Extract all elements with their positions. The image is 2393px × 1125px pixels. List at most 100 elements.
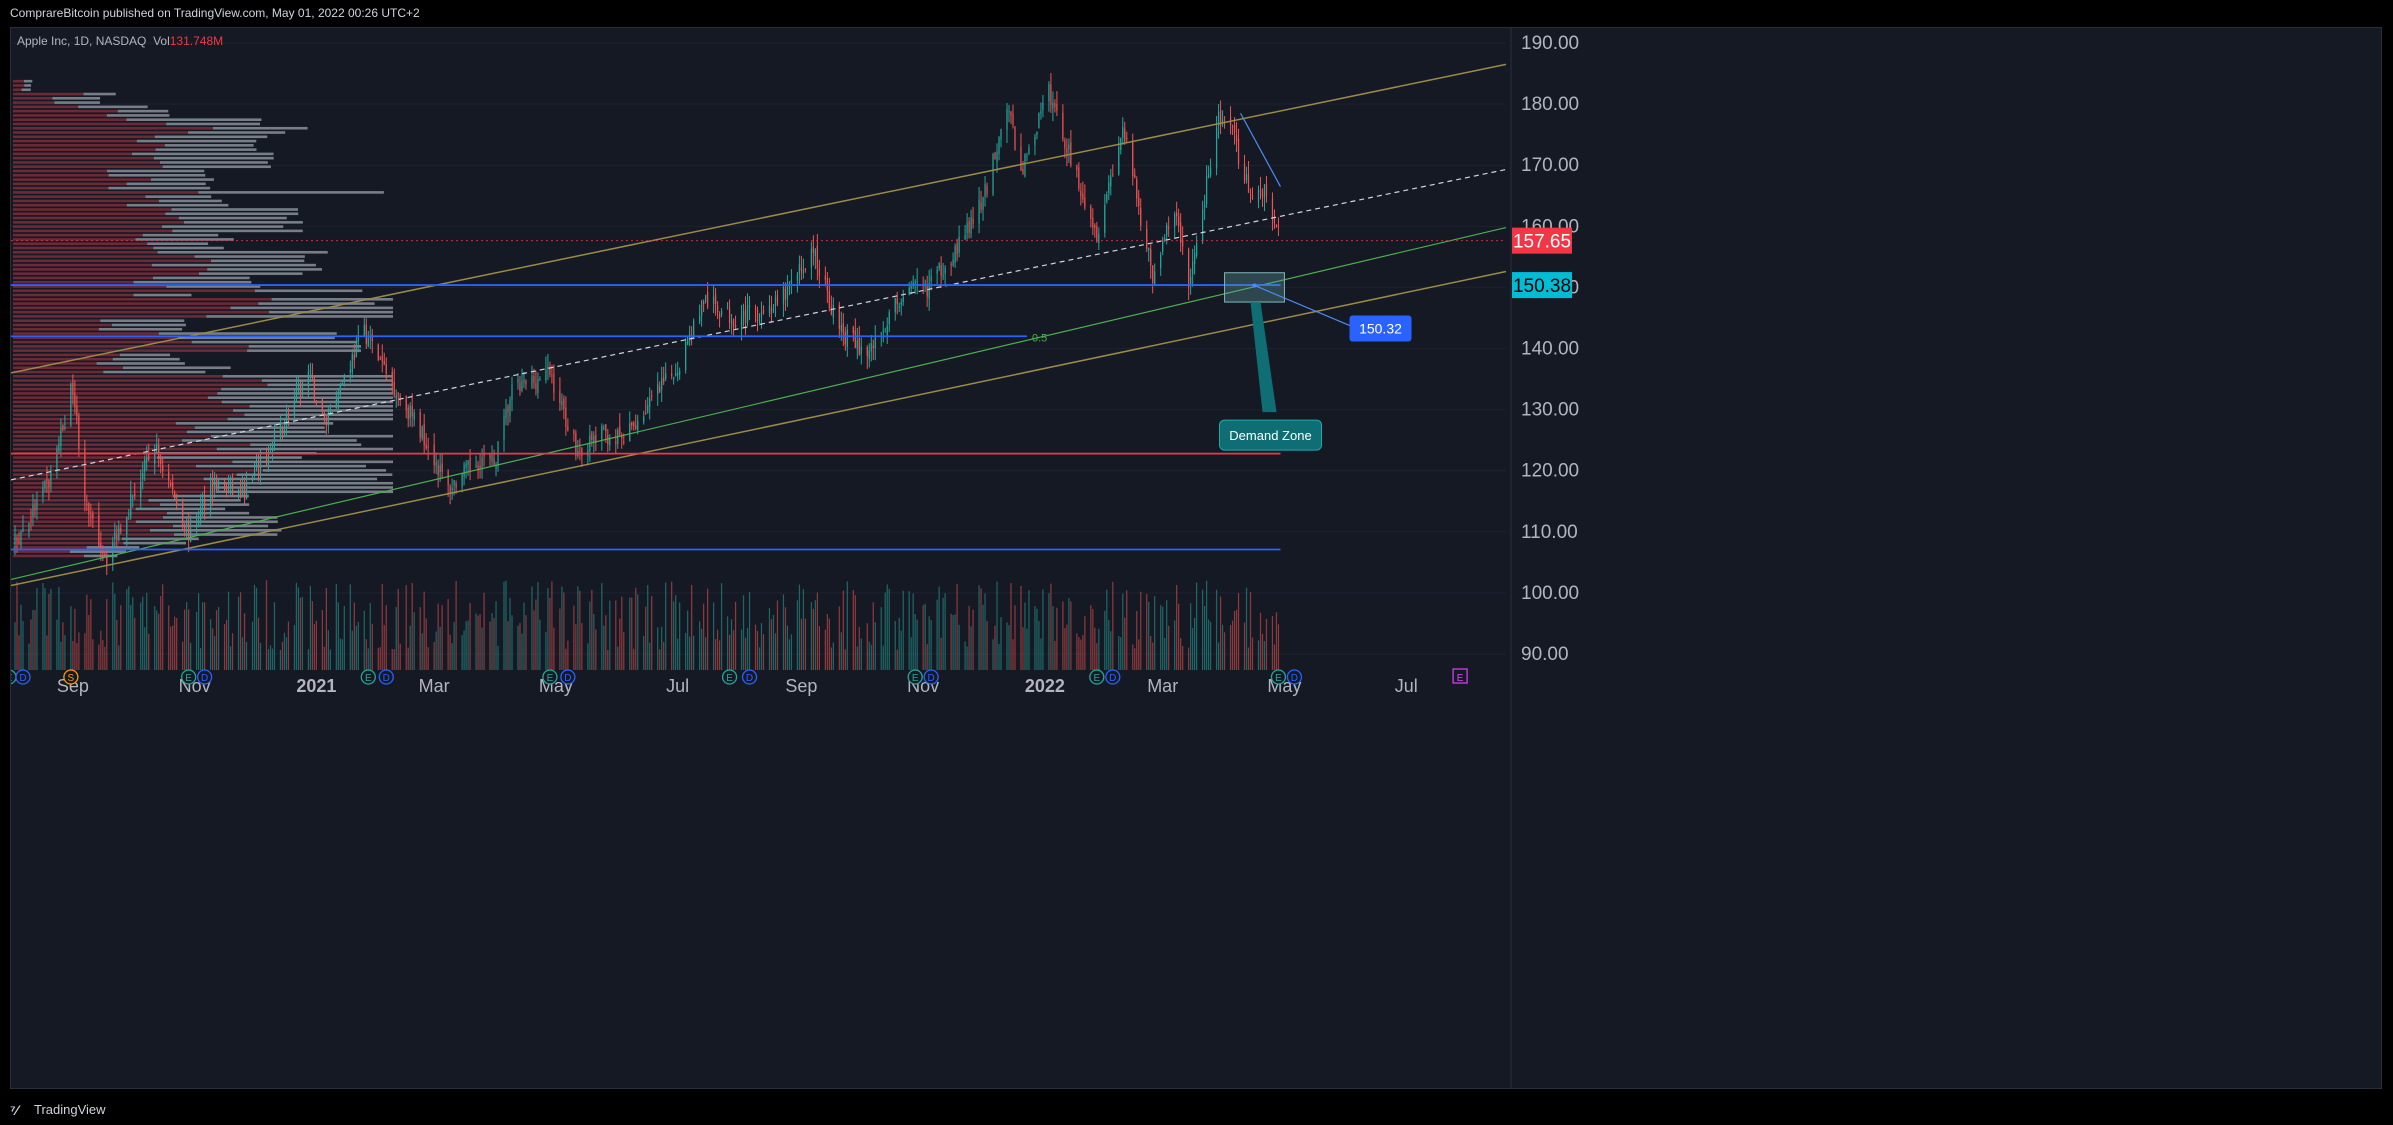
volume-bar bbox=[42, 582, 44, 670]
volume-bar bbox=[629, 597, 631, 670]
volume-profile-bar bbox=[117, 109, 169, 113]
volume-bar bbox=[788, 639, 791, 670]
earnings-event-marker[interactable] bbox=[721, 669, 738, 685]
dividend-event-marker[interactable] bbox=[1286, 669, 1303, 685]
volume-bar bbox=[1118, 636, 1120, 670]
y-axis-tick-label: 120.00 bbox=[1521, 461, 1579, 482]
earnings-event-marker[interactable] bbox=[180, 669, 197, 685]
candle-body bbox=[698, 315, 701, 322]
volume-bar bbox=[956, 584, 958, 670]
candle-body bbox=[56, 449, 58, 470]
volume-bar bbox=[1194, 617, 1196, 670]
candle-body bbox=[581, 448, 583, 457]
earnings-event-marker[interactable] bbox=[1270, 669, 1287, 685]
candle-body bbox=[269, 448, 272, 450]
candle-body bbox=[465, 463, 467, 468]
volume-bar bbox=[114, 593, 116, 670]
candle-body bbox=[98, 515, 100, 547]
dividend-event-marker[interactable] bbox=[196, 669, 213, 685]
volume-bar bbox=[1090, 605, 1092, 670]
volume-bar bbox=[497, 645, 499, 670]
chart-panel[interactable]: Demand Zone 150.32 0.5 190.00 180.00 170.00 16… bbox=[10, 27, 2382, 1089]
candle-body bbox=[942, 275, 944, 277]
candle-body bbox=[573, 431, 575, 434]
dividend-event-marker[interactable] bbox=[560, 669, 576, 685]
volume-bar bbox=[1154, 596, 1156, 670]
volume-bar bbox=[816, 592, 819, 670]
volume-bar bbox=[772, 614, 775, 670]
dividend-event-marker[interactable] bbox=[1105, 669, 1121, 685]
volume-bar bbox=[1138, 639, 1140, 670]
candle-body bbox=[1020, 146, 1022, 171]
volume-profile-bar bbox=[162, 516, 278, 519]
price-chart[interactable]: Demand Zone150.320.5190.00180.00170.0016… bbox=[11, 28, 2381, 1088]
volume-bar bbox=[1026, 628, 1028, 670]
earnings-event-marker[interactable] bbox=[1089, 669, 1105, 685]
candle-body bbox=[1038, 113, 1040, 129]
candle-body bbox=[134, 493, 136, 496]
volume-bar bbox=[812, 608, 815, 670]
volume-profile-bar bbox=[221, 400, 393, 404]
dividend-event-marker[interactable] bbox=[923, 669, 939, 685]
split-event-marker[interactable] bbox=[63, 669, 79, 685]
volume-profile-bar bbox=[123, 541, 187, 545]
volume-bar bbox=[802, 589, 805, 670]
candle-body bbox=[339, 383, 341, 395]
candle-body bbox=[315, 400, 318, 402]
volume-bar bbox=[617, 646, 619, 670]
candle-body bbox=[1257, 189, 1260, 203]
earnings-event-marker[interactable] bbox=[1452, 668, 1468, 684]
candle-body bbox=[824, 276, 826, 280]
candle-body bbox=[395, 395, 397, 399]
volume-profile-bar bbox=[13, 276, 153, 280]
earnings-event-marker[interactable] bbox=[542, 669, 558, 685]
candle-body bbox=[62, 424, 64, 430]
volume-bar bbox=[926, 644, 928, 670]
volume-bar bbox=[726, 616, 729, 670]
volume-profile-bar bbox=[13, 131, 189, 134]
candle-body bbox=[299, 385, 302, 396]
volume-bar bbox=[1174, 620, 1176, 670]
volume-bar bbox=[28, 643, 30, 670]
candle-body bbox=[128, 513, 130, 515]
demand-zone-label-box[interactable] bbox=[1219, 419, 1323, 451]
volume-bar bbox=[1010, 582, 1012, 670]
dividend-event-marker[interactable] bbox=[741, 669, 758, 685]
candle-body bbox=[363, 324, 365, 336]
candle-body bbox=[810, 248, 813, 268]
candle-body bbox=[776, 294, 779, 304]
candle-body bbox=[886, 325, 888, 336]
volume-bar bbox=[1134, 648, 1136, 670]
candle-body bbox=[1154, 271, 1156, 285]
earnings-event-marker[interactable] bbox=[360, 669, 376, 685]
dividend-event-marker[interactable] bbox=[15, 669, 31, 685]
candle-body bbox=[355, 342, 357, 358]
volume-bar bbox=[1012, 639, 1014, 670]
candle-body bbox=[926, 284, 928, 297]
candle-body bbox=[549, 368, 551, 375]
earnings-event-marker[interactable] bbox=[907, 669, 923, 685]
volume-profile-bar bbox=[151, 263, 316, 267]
volume-bar bbox=[714, 639, 717, 670]
volume-profile-bar bbox=[13, 135, 155, 139]
candle-body bbox=[1231, 126, 1234, 128]
candle-body bbox=[916, 281, 918, 283]
volume-bar bbox=[92, 639, 94, 670]
price-note-box[interactable] bbox=[1349, 315, 1412, 342]
volume-profile-bar bbox=[133, 280, 252, 284]
candle-body bbox=[1082, 193, 1084, 200]
volume-bar bbox=[740, 629, 743, 670]
x-axis-tick-label: Mar bbox=[1147, 676, 1178, 696]
candle-body bbox=[964, 235, 966, 240]
volume-profile-bar bbox=[13, 546, 87, 549]
dividend-event-marker[interactable] bbox=[378, 669, 394, 685]
volume-bar bbox=[98, 644, 100, 670]
volume-bar bbox=[339, 638, 341, 670]
volume-profile-bar bbox=[13, 199, 159, 203]
candle-body bbox=[978, 199, 980, 224]
candle-body bbox=[188, 521, 190, 541]
candle-body bbox=[868, 350, 870, 359]
volume-profile-bar bbox=[13, 387, 222, 391]
candle-body bbox=[842, 323, 844, 333]
volume-profile-bar bbox=[13, 340, 192, 344]
